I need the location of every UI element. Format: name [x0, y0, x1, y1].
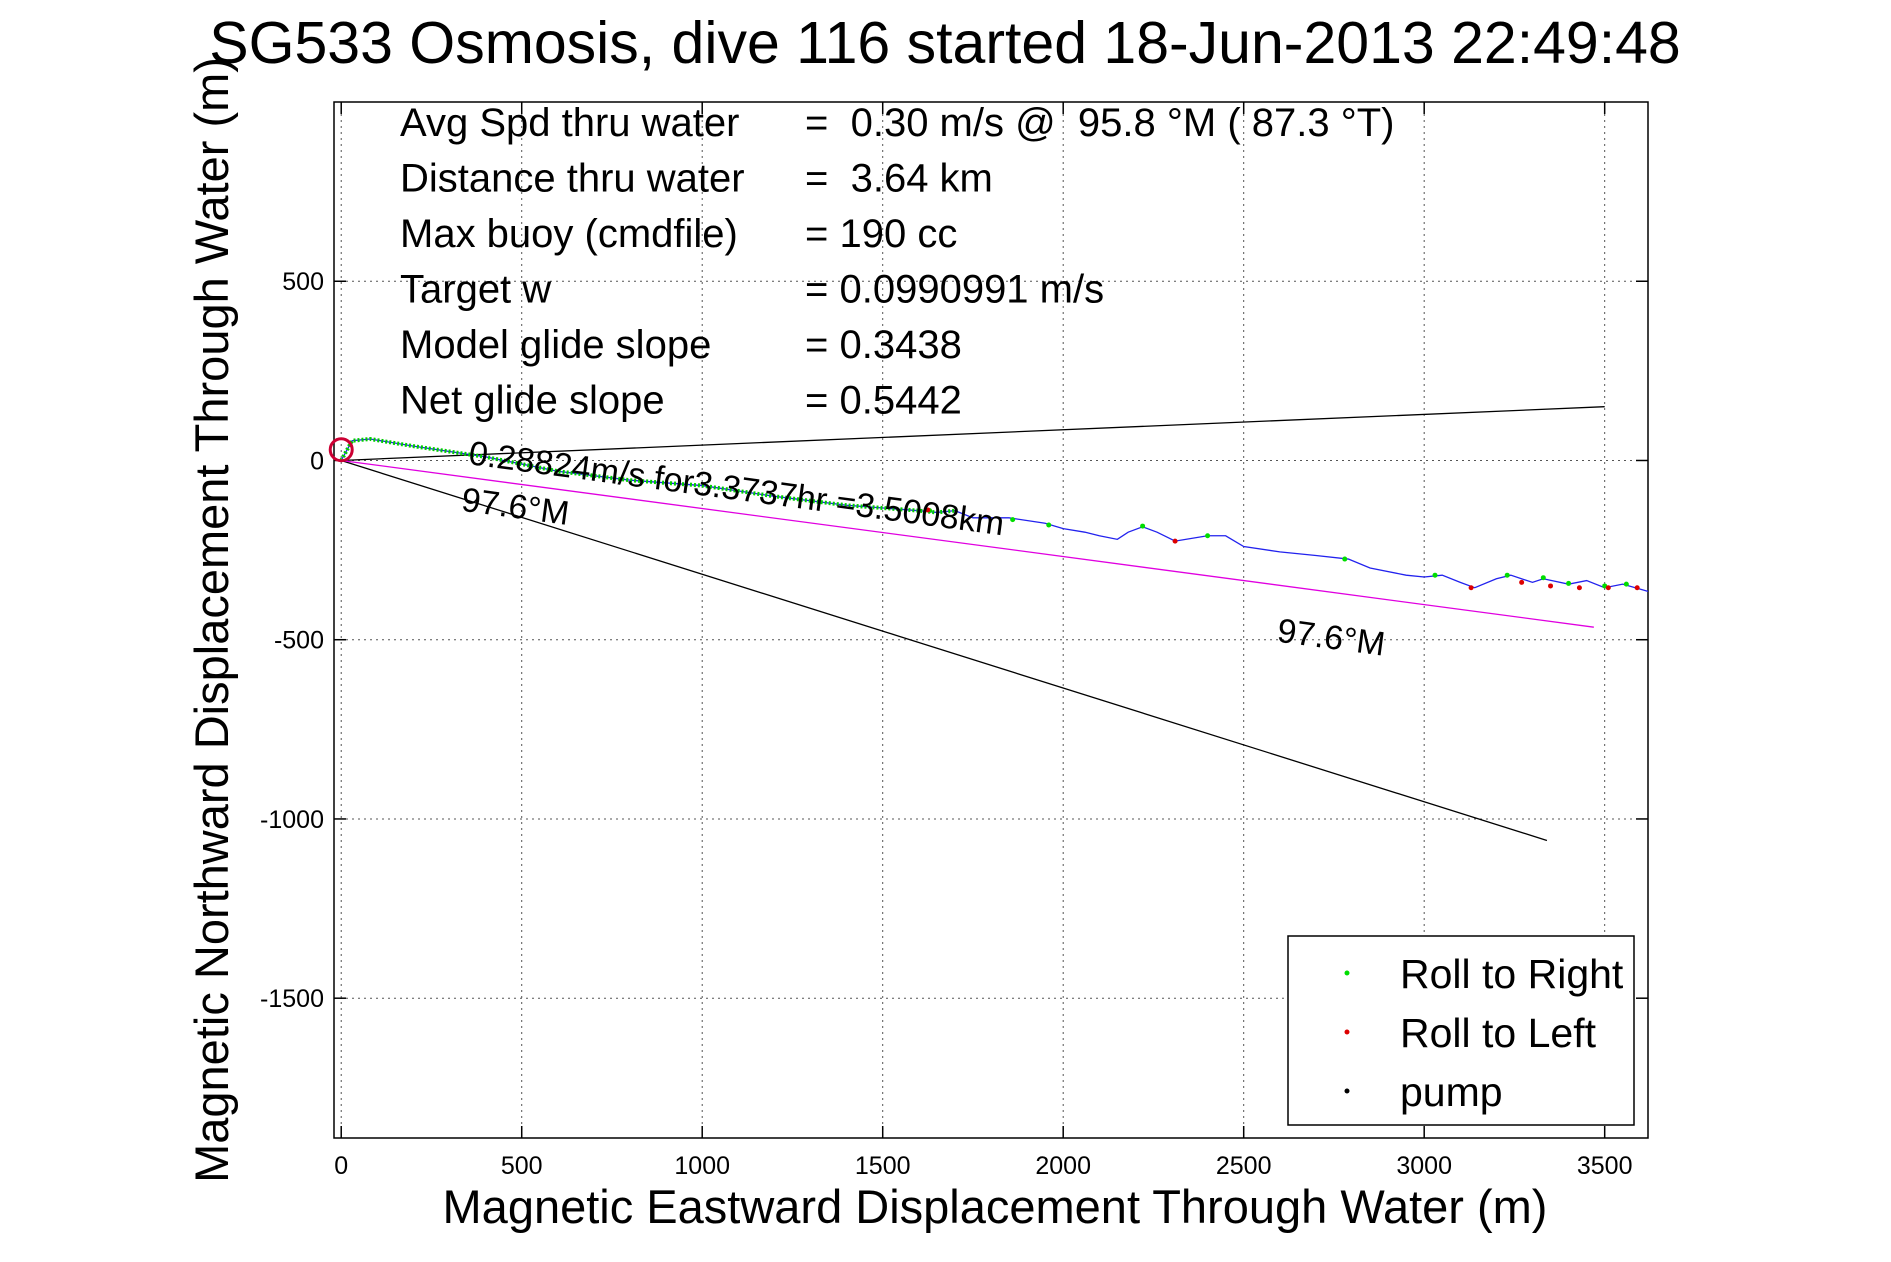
roll-left-marker: [1468, 585, 1474, 591]
x-tick-label: 3500: [1577, 1152, 1633, 1180]
info-label: Distance thru water: [400, 157, 745, 201]
info-value: = 0.5442: [805, 379, 962, 423]
y-tick-label: 500: [282, 268, 324, 296]
reference-line: [341, 459, 1594, 628]
roll-left-marker: [1634, 585, 1640, 591]
roll-right-marker: [1205, 533, 1211, 539]
legend-label: pump: [1400, 1069, 1503, 1115]
y-tick-label: -1000: [260, 806, 324, 834]
info-label: Model glide slope: [400, 323, 711, 367]
start-loop: [328, 437, 354, 463]
info-block: Avg Spd thru water = 0.30 m/s @ 95.8 °M (…: [400, 101, 1394, 423]
y-axis-label: Magnetic Northward Displacement Through …: [185, 57, 238, 1183]
reference-line: [341, 406, 1605, 462]
x-tick-label: 1000: [674, 1152, 730, 1180]
legend-marker: [1344, 1088, 1350, 1094]
roll-right-marker: [1504, 572, 1510, 578]
x-tick-label: 500: [501, 1152, 543, 1180]
info-value: = 0.0990991 m/s: [805, 268, 1104, 312]
x-axis-label: Magnetic Eastward Displacement Through W…: [443, 1180, 1548, 1233]
legend: Roll to Right Roll to Left pump: [1287, 935, 1635, 1126]
roll-right-marker: [1046, 522, 1052, 528]
info-value: = 3.64 km: [805, 157, 993, 201]
y-tick-label: -500: [274, 627, 324, 655]
y-tick-label: -1500: [260, 985, 324, 1013]
info-value: = 0.3438: [805, 323, 962, 367]
roll-left-marker: [1576, 585, 1582, 591]
info-label: Net glide slope: [400, 379, 665, 423]
legend-marker: [1344, 1029, 1350, 1035]
roll-left-marker: [925, 507, 931, 513]
x-tick-label: 2000: [1035, 1152, 1091, 1180]
roll-right-marker: [1140, 523, 1146, 529]
info-label: Target w: [400, 268, 551, 312]
y-tick-label: 0: [310, 447, 324, 475]
roll-right-marker: [1566, 580, 1572, 586]
x-tick-label: 1500: [855, 1152, 911, 1180]
info-label: Max buoy (cmdfile): [400, 212, 738, 256]
roll-left-marker: [1605, 585, 1611, 591]
roll-right-marker: [1540, 575, 1546, 581]
roll-right-dense-markers: [339, 436, 956, 515]
axes-box: [333, 101, 1649, 1139]
info-label: Avg Spd thru water: [400, 101, 739, 145]
roll-right-marker: [1623, 581, 1629, 587]
legend-label: Roll to Left: [1400, 1010, 1597, 1056]
roll-left-marker: [1548, 583, 1554, 589]
x-tick-label: 2500: [1216, 1152, 1272, 1180]
info-value: = 190 cc: [805, 212, 957, 256]
legend-label: Roll to Right: [1400, 951, 1624, 997]
roll-right-marker: [1010, 517, 1016, 523]
x-tick-label: 3000: [1396, 1152, 1452, 1180]
info-value: = 0.30 m/s @ 95.8 °M ( 87.3 °T): [805, 101, 1394, 145]
plot-area: 0 500 1000 1500 2000 2500 3000 3500 500 0 -500 -100…: [260, 101, 1649, 1180]
x-tick-label: 0: [334, 1152, 348, 1180]
roll-left-marker: [1172, 538, 1178, 544]
legend-marker: [1344, 970, 1350, 976]
reference-line: [341, 459, 1548, 842]
roll-right-marker: [1432, 572, 1438, 578]
roll-right-marker: [1342, 556, 1348, 562]
chart-title: SG533 Osmosis, dive 116 started 18-Jun-2…: [209, 10, 1681, 76]
roll-left-marker: [1519, 579, 1525, 585]
